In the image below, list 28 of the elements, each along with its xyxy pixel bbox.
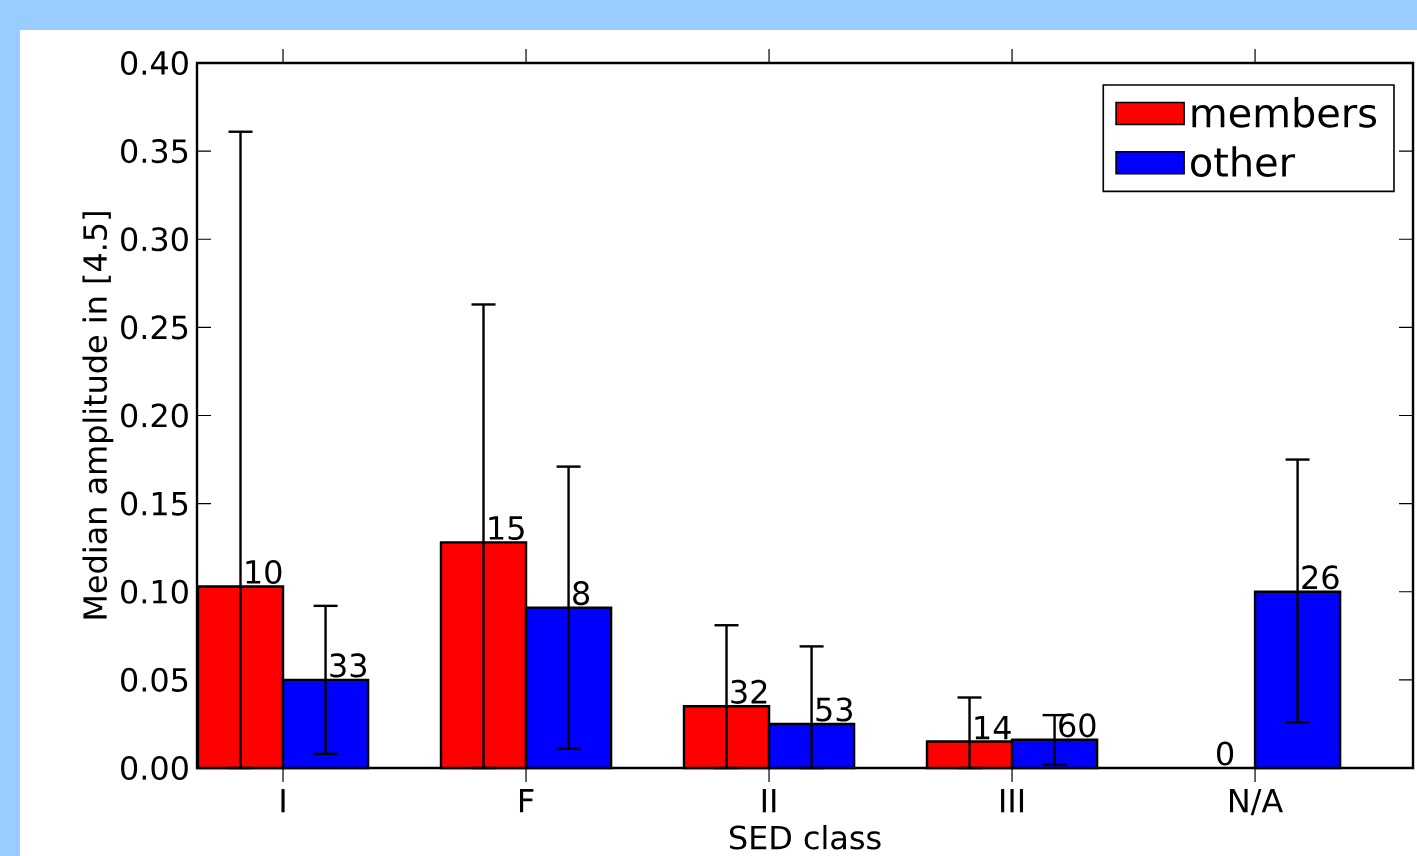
annotation: 26 bbox=[1302, 565, 1339, 590]
x-tick-label: III bbox=[1001, 788, 1024, 813]
x-axis-title: SED class bbox=[730, 824, 881, 850]
y-tick-label: 0.20 bbox=[121, 403, 188, 428]
y-tick-label: 0.15 bbox=[121, 491, 188, 516]
x-tick-label: F bbox=[519, 788, 534, 813]
annotation: 10 bbox=[246, 559, 282, 584]
y-axis-title: Median amplitude in [4.5] bbox=[82, 212, 114, 619]
annotation: 0 bbox=[1217, 741, 1234, 766]
x-tick-label: N/A bbox=[1229, 788, 1283, 816]
annotation: 32 bbox=[731, 679, 767, 704]
annotation: 8 bbox=[573, 581, 590, 606]
y-tick-label: 0.35 bbox=[121, 138, 188, 164]
x-tick-label: I bbox=[281, 788, 285, 813]
annotation: 14 bbox=[975, 715, 1011, 740]
annotation: 15 bbox=[489, 516, 524, 540]
y-tick-label: 0.30 bbox=[121, 227, 188, 252]
annotation: 33 bbox=[330, 653, 366, 678]
legend-label: members bbox=[1192, 96, 1377, 128]
legend-label: other bbox=[1191, 146, 1296, 177]
y-tick-label: 0.00 bbox=[121, 755, 188, 780]
annotation: 53 bbox=[816, 697, 852, 722]
x-tick-label: II bbox=[762, 788, 776, 813]
annotation: 60 bbox=[1059, 713, 1096, 738]
y-tick-label: 0.25 bbox=[121, 315, 188, 340]
y-tick-label: 0.10 bbox=[121, 579, 188, 604]
y-tick-label: 0.05 bbox=[121, 667, 188, 692]
y-tick-label: 0.40 bbox=[121, 50, 188, 75]
